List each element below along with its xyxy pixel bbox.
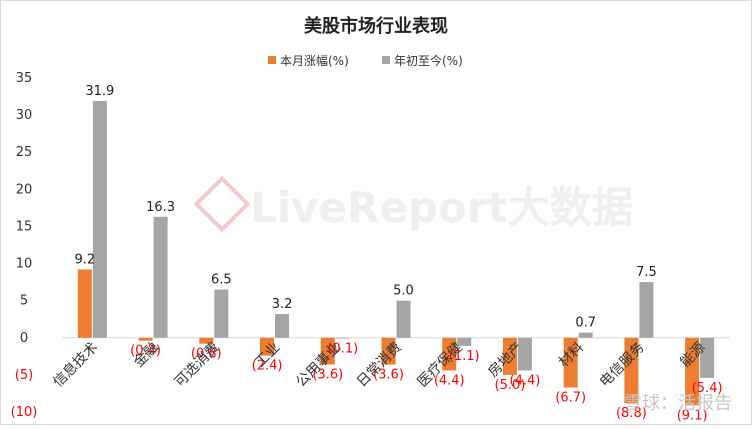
data-label: (5.4) bbox=[692, 381, 723, 396]
data-label: (2.4) bbox=[252, 359, 283, 374]
bar bbox=[624, 337, 639, 404]
bar bbox=[442, 337, 457, 371]
data-labels: 9.2 31.9 (0.4) 16.3 (0.8) 6.5 (2.4) 3.2 (3.6) (0.… bbox=[75, 84, 723, 423]
bar bbox=[275, 314, 290, 338]
y-tick-label: 20 bbox=[16, 182, 33, 197]
bar bbox=[153, 216, 168, 338]
y-tick-label: (5) bbox=[15, 368, 33, 383]
y-tick-label: (10) bbox=[11, 405, 38, 420]
y-tick-label: 5 bbox=[20, 294, 28, 309]
bar bbox=[77, 269, 92, 338]
bar bbox=[700, 337, 715, 378]
watermark-text: LiveReport大数据 bbox=[250, 183, 634, 232]
watermark-logo-mark bbox=[193, 175, 251, 233]
bar bbox=[517, 337, 532, 371]
bar bbox=[138, 337, 153, 341]
bar bbox=[685, 337, 700, 406]
data-label: 9.2 bbox=[75, 252, 96, 267]
chart-title: 美股市场行业表现 bbox=[304, 15, 448, 37]
bar bbox=[502, 337, 517, 375]
data-label: (3.6) bbox=[373, 367, 404, 382]
bar bbox=[214, 289, 229, 338]
data-label: 31.9 bbox=[85, 84, 114, 99]
bar bbox=[260, 337, 275, 356]
data-label: (3.6) bbox=[312, 367, 343, 382]
y-tick-label: 10 bbox=[16, 257, 33, 272]
data-label: 0.7 bbox=[575, 316, 596, 331]
y-axis: 35 30 25 20 15 10 5 0 (5) (10) bbox=[11, 71, 730, 420]
data-label: 3.2 bbox=[272, 297, 293, 312]
bar bbox=[320, 337, 335, 365]
data-label: (5.0) bbox=[495, 378, 526, 393]
legend-swatch bbox=[268, 56, 276, 64]
legend: 本月涨幅(%) 年初至今(%) bbox=[268, 53, 463, 68]
bar bbox=[563, 337, 578, 388]
bars bbox=[77, 101, 715, 406]
data-label: (4.4) bbox=[510, 373, 541, 388]
watermark-logo: LiveReport大数据 bbox=[193, 175, 634, 233]
y-tick-label: 35 bbox=[16, 71, 33, 86]
data-label: 6.5 bbox=[211, 273, 232, 288]
data-label: (9.1) bbox=[677, 408, 708, 423]
data-label: 7.5 bbox=[636, 265, 657, 280]
data-label: 5.0 bbox=[393, 284, 414, 299]
bar bbox=[396, 300, 411, 338]
legend-label: 本月涨幅(%) bbox=[280, 53, 349, 68]
y-tick-label: 0 bbox=[20, 331, 28, 346]
y-tick-label: 25 bbox=[16, 145, 33, 160]
data-label: (4.4) bbox=[434, 373, 465, 388]
bar bbox=[92, 101, 107, 338]
bar bbox=[639, 282, 654, 338]
y-tick-label: 15 bbox=[16, 219, 33, 234]
legend-swatch bbox=[382, 56, 390, 64]
data-label: 16.3 bbox=[146, 200, 175, 215]
bar bbox=[335, 337, 350, 339]
data-label: (0.8) bbox=[191, 347, 222, 362]
bar bbox=[457, 337, 472, 346]
bar bbox=[381, 337, 396, 365]
data-label: (6.7) bbox=[555, 391, 586, 406]
data-label: (0.1) bbox=[327, 342, 358, 357]
y-tick-label: 30 bbox=[16, 108, 33, 123]
data-label: (8.8) bbox=[616, 406, 647, 421]
legend-label: 年初至今(%) bbox=[394, 53, 463, 68]
bar bbox=[578, 332, 593, 338]
data-label: (0.4) bbox=[130, 344, 161, 359]
bar bbox=[199, 337, 214, 344]
watermark-corner: 雪球：活报告 bbox=[624, 393, 732, 414]
data-label: (1.1) bbox=[449, 349, 480, 364]
